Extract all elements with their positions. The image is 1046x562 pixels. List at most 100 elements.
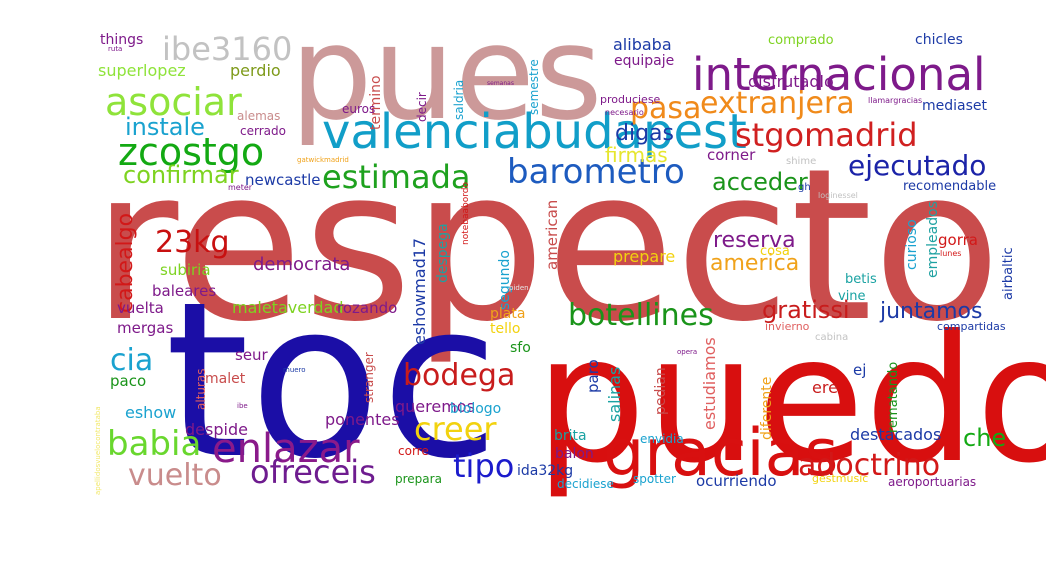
cloud-word-84: ej <box>853 361 866 379</box>
cloud-word-2: toc <box>165 255 499 506</box>
cloud-word-100: stranger <box>362 352 376 403</box>
cloud-word-3: pues <box>290 0 603 149</box>
cloud-word-35: juntamos <box>879 299 982 324</box>
cloud-word-16: botellines <box>568 298 714 333</box>
cloud-word-83: ere <box>812 378 838 397</box>
cloud-word-127: apellidosvuelocontrataba <box>94 406 102 495</box>
cloud-word-37: cabealgo <box>113 213 138 313</box>
cloud-word-52: curioso <box>904 219 920 270</box>
cloud-word-23: adoctrino <box>798 448 940 483</box>
cloud-word-76: ponentes <box>325 410 400 429</box>
cloud-word-45: chicles <box>915 32 963 48</box>
cloud-word-106: alemas <box>237 109 280 123</box>
cloud-word-30: digas <box>615 121 674 146</box>
cloud-word-89: balon <box>555 446 594 462</box>
cloud-word-77: queremos <box>395 397 475 416</box>
cloud-word-92: ocurriendo <box>696 472 777 490</box>
cloud-word-95: prepara <box>395 472 442 486</box>
cloud-word-61: eshowmad17 <box>410 238 429 345</box>
cloud-word-0: respecto <box>92 123 1001 368</box>
cloud-word-29: acceder <box>712 168 808 196</box>
cloud-word-94: spotter <box>633 472 676 486</box>
cloud-word-47: corner <box>707 146 756 164</box>
cloud-word-126: ibe <box>237 402 248 410</box>
cloud-word-44: comprado <box>768 33 834 48</box>
cloud-word-96: gestmusic <box>812 472 868 485</box>
cloud-word-36: che <box>963 424 1006 452</box>
cloud-word-41: things <box>100 32 143 48</box>
cloud-word-27: instale <box>125 113 205 141</box>
cloud-word-53: airbaltic <box>1001 247 1016 300</box>
cloud-word-99: alturas <box>194 368 208 410</box>
cloud-word-98: corre <box>398 444 429 458</box>
cloud-word-90: envidia <box>640 432 684 446</box>
cloud-word-65: maletaverdad <box>232 298 343 317</box>
cloud-word-104: semestre <box>527 59 541 115</box>
cloud-word-119: lunes <box>940 249 961 258</box>
cloud-word-58: segundo <box>497 250 513 310</box>
cloud-word-72: paco <box>110 372 146 390</box>
cloud-word-25: cia <box>110 343 153 378</box>
cloud-word-110: semanas <box>487 80 514 87</box>
cloud-word-125: muero <box>283 366 306 374</box>
cloud-word-122: compartidas <box>937 320 1006 333</box>
cloud-word-4: valenciabudapest <box>322 104 747 160</box>
cloud-word-62: subiria <box>160 261 211 279</box>
cloud-word-80: salinas <box>605 367 624 422</box>
cloud-word-68: seur <box>235 346 269 364</box>
cloud-word-48: mediaset <box>922 98 988 114</box>
cloud-word-33: america <box>710 251 799 276</box>
cloud-word-24: tipo <box>453 447 514 485</box>
cloud-word-18: bodega <box>403 358 515 393</box>
cloud-word-60: despega <box>435 223 451 283</box>
cloud-word-66: rozando <box>337 299 397 317</box>
cloud-word-91: ida32kg <box>517 463 573 479</box>
cloud-word-108: produciese <box>600 93 661 106</box>
cloud-word-21: vuelto <box>128 458 222 493</box>
cloud-word-74: eshow <box>125 403 176 422</box>
cloud-word-51: empleados <box>925 201 941 278</box>
cloud-word-63: baleares <box>152 282 216 300</box>
cloud-word-107: cerrado <box>240 124 286 138</box>
cloud-word-34: gratissi <box>762 296 850 324</box>
cloud-word-118: ruta <box>108 45 122 53</box>
cloud-word-124: opera <box>677 348 697 356</box>
cloud-word-50: newcastle <box>245 171 321 189</box>
cloud-word-22: creer <box>414 410 497 448</box>
cloud-word-79: paro <box>584 359 602 393</box>
cloud-word-121: invierno <box>765 320 810 333</box>
cloud-word-46: disfrutadlo <box>748 72 834 91</box>
cloud-word-7: ibe3160 <box>162 30 292 68</box>
cloud-word-38: democrata <box>253 254 350 275</box>
cloud-word-81: pedian <box>653 367 669 415</box>
cloud-word-15: ejecutado <box>848 149 986 182</box>
cloud-word-88: brita <box>554 428 587 444</box>
cloud-word-87: rematando <box>886 362 901 433</box>
cloud-word-113: gh <box>798 182 811 193</box>
cloud-word-10: barometro <box>507 152 685 192</box>
cloud-word-112: shime <box>786 156 816 167</box>
cloud-word-101: termino <box>368 75 384 130</box>
cloud-word-117: meter <box>228 183 253 192</box>
cloud-word-93: decidiese <box>557 477 614 491</box>
cloud-word-85: destacados <box>850 425 941 444</box>
cloud-word-69: plata <box>490 306 525 322</box>
cloud-word-5: gracias <box>603 416 838 491</box>
cloud-word-32: reserva <box>713 228 796 253</box>
cloud-word-55: betis <box>845 272 877 287</box>
cloud-word-116: gatwickmadrid <box>297 156 349 164</box>
cloud-word-128: cosa <box>760 244 790 259</box>
cloud-word-67: mergas <box>117 319 173 337</box>
cloud-word-6: internacional <box>692 48 986 101</box>
cloud-word-49: recomendable <box>903 179 996 194</box>
cloud-word-31: firmas <box>605 143 668 167</box>
cloud-word-78: biologo <box>450 401 501 417</box>
cloud-word-54: gorra <box>938 231 978 249</box>
cloud-word-109: necesario <box>605 108 644 117</box>
cloud-word-40: perdio <box>230 61 281 80</box>
cloud-word-114: notebaabordo <box>461 182 471 245</box>
cloud-word-20: ofreceis <box>250 453 376 491</box>
cloud-word-86: diferente <box>759 377 775 440</box>
cloud-word-12: extranjera <box>700 86 855 121</box>
